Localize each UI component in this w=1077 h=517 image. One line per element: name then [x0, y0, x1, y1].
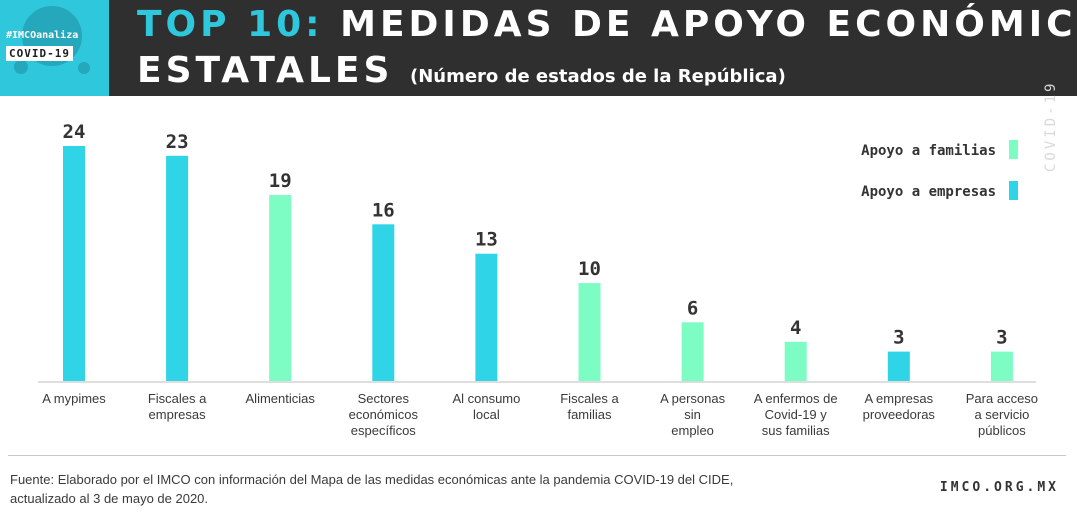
value-label-6: 10	[578, 258, 601, 280]
source-note-date: actualizado al 3 de mayo de 2020.	[10, 491, 209, 506]
bar-6	[578, 283, 601, 381]
legend-label-familias: Apoyo a familias	[861, 143, 996, 159]
virus-spike-icon	[14, 60, 28, 74]
value-label-1: 24	[63, 121, 86, 143]
site-url: IMCO.ORG.MX	[939, 480, 1059, 495]
category-label-10: Para acceso a servicio públicos	[966, 391, 1038, 438]
page-title: TOP 10: MEDIDAS DE APOYO ECONÓMICO	[137, 4, 1077, 45]
category-label-line: Sectores	[358, 391, 410, 406]
category-label-line: sin	[684, 407, 701, 422]
value-label-8: 4	[790, 317, 801, 339]
page-subtitle: (Número de estados de la República)	[409, 66, 786, 87]
value-label-4: 16	[372, 199, 395, 221]
value-label-5: 13	[475, 229, 498, 251]
header-bar: #IMCOanaliza COVID-19 TOP 10: MEDIDAS DE…	[0, 0, 1077, 96]
category-label-line: a servicio	[974, 407, 1029, 422]
value-label-9: 3	[893, 327, 904, 349]
bar-2	[166, 155, 189, 381]
bar-1	[63, 146, 85, 381]
title-estatales: ESTATALES	[137, 50, 394, 91]
title-main: MEDIDAS DE APOYO ECONÓMICO	[340, 4, 1077, 45]
category-label-line: Para acceso	[966, 391, 1038, 406]
bar-4	[372, 224, 395, 381]
value-label-10: 3	[996, 327, 1007, 349]
category-label-line: local	[473, 407, 500, 422]
covid-logo: #IMCOanaliza COVID-19	[0, 0, 109, 96]
category-label-3: Alimenticias	[246, 391, 316, 406]
category-label-line: Fiscales a	[560, 391, 619, 406]
page-title-line2: ESTATALES (Número de estados de la Repúb…	[137, 50, 786, 91]
footer-divider	[8, 455, 1066, 456]
category-label-line: públicos	[978, 423, 1026, 438]
category-label-line: A empresas	[864, 391, 933, 406]
category-label-line: empresas	[149, 407, 207, 422]
legend: Apoyo a familias Apoyo a empresas	[861, 140, 1018, 200]
category-label-6: Fiscales a familias	[560, 391, 619, 422]
value-label-2: 23	[166, 131, 189, 153]
category-label-1: A mypimes	[42, 391, 106, 406]
category-label-line: económicos	[349, 407, 419, 422]
category-label-line: Alimenticias	[246, 391, 316, 406]
category-label-line: familias	[567, 407, 612, 422]
legend-label-empresas: Apoyo a empresas	[861, 184, 996, 200]
value-label-3: 19	[269, 170, 292, 192]
category-label-9: A empresas proveedoras	[863, 391, 936, 422]
category-label-line: proveedoras	[863, 407, 936, 422]
category-label-line: A personas	[660, 391, 726, 406]
bar-5	[475, 253, 498, 381]
logo-hashtag: #IMCOanaliza	[6, 30, 79, 41]
bar-9	[887, 351, 910, 381]
source-note: Fuente: Elaborado por el IMCO con inform…	[10, 472, 734, 487]
category-label-line: A mypimes	[42, 391, 106, 406]
category-label-line: sus familias	[762, 423, 830, 438]
bar-7	[681, 322, 704, 382]
legend-swatch-empresas	[1009, 181, 1018, 200]
category-label-line: Covid-19 y	[765, 407, 828, 422]
category-label-4: Sectores económicos específicos	[349, 391, 419, 438]
category-label-8: A enfermos de Covid-19 y sus familias	[754, 391, 838, 438]
category-label-line: Fiscales a	[148, 391, 207, 406]
title-accent: TOP 10:	[137, 4, 324, 45]
category-label-line: empleo	[671, 423, 714, 438]
category-label-line: Al consumo	[452, 391, 520, 406]
bar-3	[269, 195, 292, 381]
category-label-2: Fiscales a empresas	[148, 391, 207, 422]
category-label-5: Al consumo local	[452, 391, 520, 422]
logo-badge: COVID-19	[6, 46, 73, 61]
category-label-line: A enfermos de	[754, 391, 838, 406]
category-label-line: específicos	[351, 423, 417, 438]
legend-swatch-familias	[1009, 140, 1018, 159]
bar-8	[784, 341, 807, 381]
category-label-7: A personas sin empleo	[660, 391, 726, 438]
virus-spike-icon	[78, 62, 90, 74]
value-label-7: 6	[687, 297, 698, 319]
bar-10	[990, 351, 1013, 381]
